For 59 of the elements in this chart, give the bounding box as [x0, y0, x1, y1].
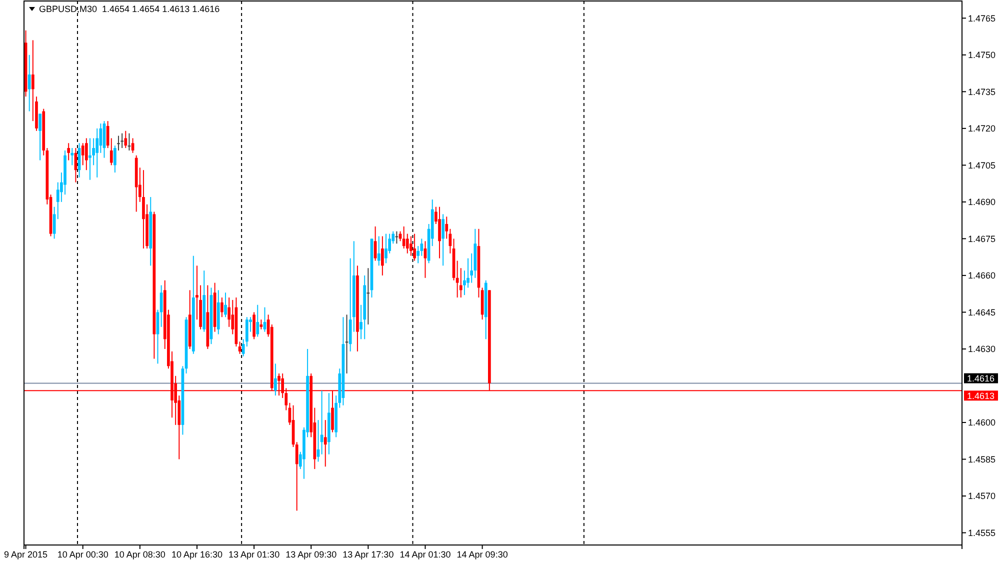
candlestick	[260, 319, 263, 330]
chart-title: GBPUSD,M30 1.4654 1.4654 1.4613 1.4616	[39, 4, 220, 14]
ref-line-label: 1.4616	[967, 373, 995, 384]
candlestick	[395, 230, 398, 244]
y-tick-label: 1.4600	[968, 418, 996, 428]
candlestick	[384, 233, 388, 264]
y-tick-label: 1.4660	[968, 270, 996, 281]
x-tick-label: 14 Apr 01:30	[400, 549, 451, 560]
candlestick	[224, 292, 227, 318]
y-tick-label: 1.4645	[968, 307, 996, 318]
candlestick	[252, 312, 256, 340]
candlestick	[410, 236, 412, 256]
candlestick	[345, 314, 348, 374]
ref-line-label: 1.4613	[967, 390, 995, 401]
y-tick-label: 1.4765	[968, 13, 996, 24]
candlestick	[274, 363, 277, 396]
candlestick	[117, 135, 120, 151]
candlestick	[114, 145, 116, 174]
y-tick-label: 1.4705	[968, 160, 996, 170]
candlestick	[438, 206, 441, 259]
candlestick	[88, 138, 92, 180]
y-tick-label: 1.4570	[968, 491, 996, 502]
candlestick	[220, 297, 224, 318]
candlestick	[442, 214, 444, 266]
x-tick-label: 13 Apr 09:30	[286, 549, 337, 560]
candlestick	[377, 236, 380, 266]
y-tick-label: 1.4630	[968, 344, 996, 354]
candlestick	[84, 138, 88, 171]
candlestick	[120, 132, 124, 149]
candlestick	[124, 130, 128, 149]
x-tick-label: 10 Apr 08:30	[114, 549, 166, 560]
y-tick-label: 1.4690	[968, 197, 996, 208]
x-tick-label: 10 Apr 16:30	[171, 549, 222, 560]
candlestick	[67, 142, 70, 161]
y-tick-label: 1.4555	[968, 528, 996, 538]
candlestick	[324, 420, 327, 468]
candlestick	[28, 54, 31, 112]
candlestick	[366, 268, 370, 325]
candlestick	[256, 304, 260, 338]
x-tick-label: 13 Apr 01:30	[228, 549, 280, 560]
candlestick	[70, 148, 74, 166]
y-tick-label: 1.4750	[968, 50, 996, 60]
x-tick-label: 9 Apr 2015	[4, 549, 48, 560]
candlestick	[81, 142, 84, 166]
candlestick	[38, 113, 42, 161]
y-tick-label: 1.4675	[968, 234, 996, 244]
candlestick	[142, 170, 145, 249]
x-tick-label: 14 Apr 09:30	[456, 549, 508, 560]
candlestick	[381, 236, 384, 276]
candlestick	[413, 233, 416, 262]
y-tick-label: 1.4735	[968, 86, 996, 97]
candlestick	[96, 128, 99, 178]
candlestick	[402, 226, 406, 249]
x-tick-label: 10 Apr 00:30	[57, 549, 108, 560]
x-tick-label: 13 Apr 17:30	[342, 549, 394, 560]
candlestick	[128, 132, 131, 151]
candlestick	[110, 138, 113, 166]
y-tick-label: 1.4720	[968, 124, 996, 134]
y-tick-label: 1.4585	[968, 454, 996, 464]
